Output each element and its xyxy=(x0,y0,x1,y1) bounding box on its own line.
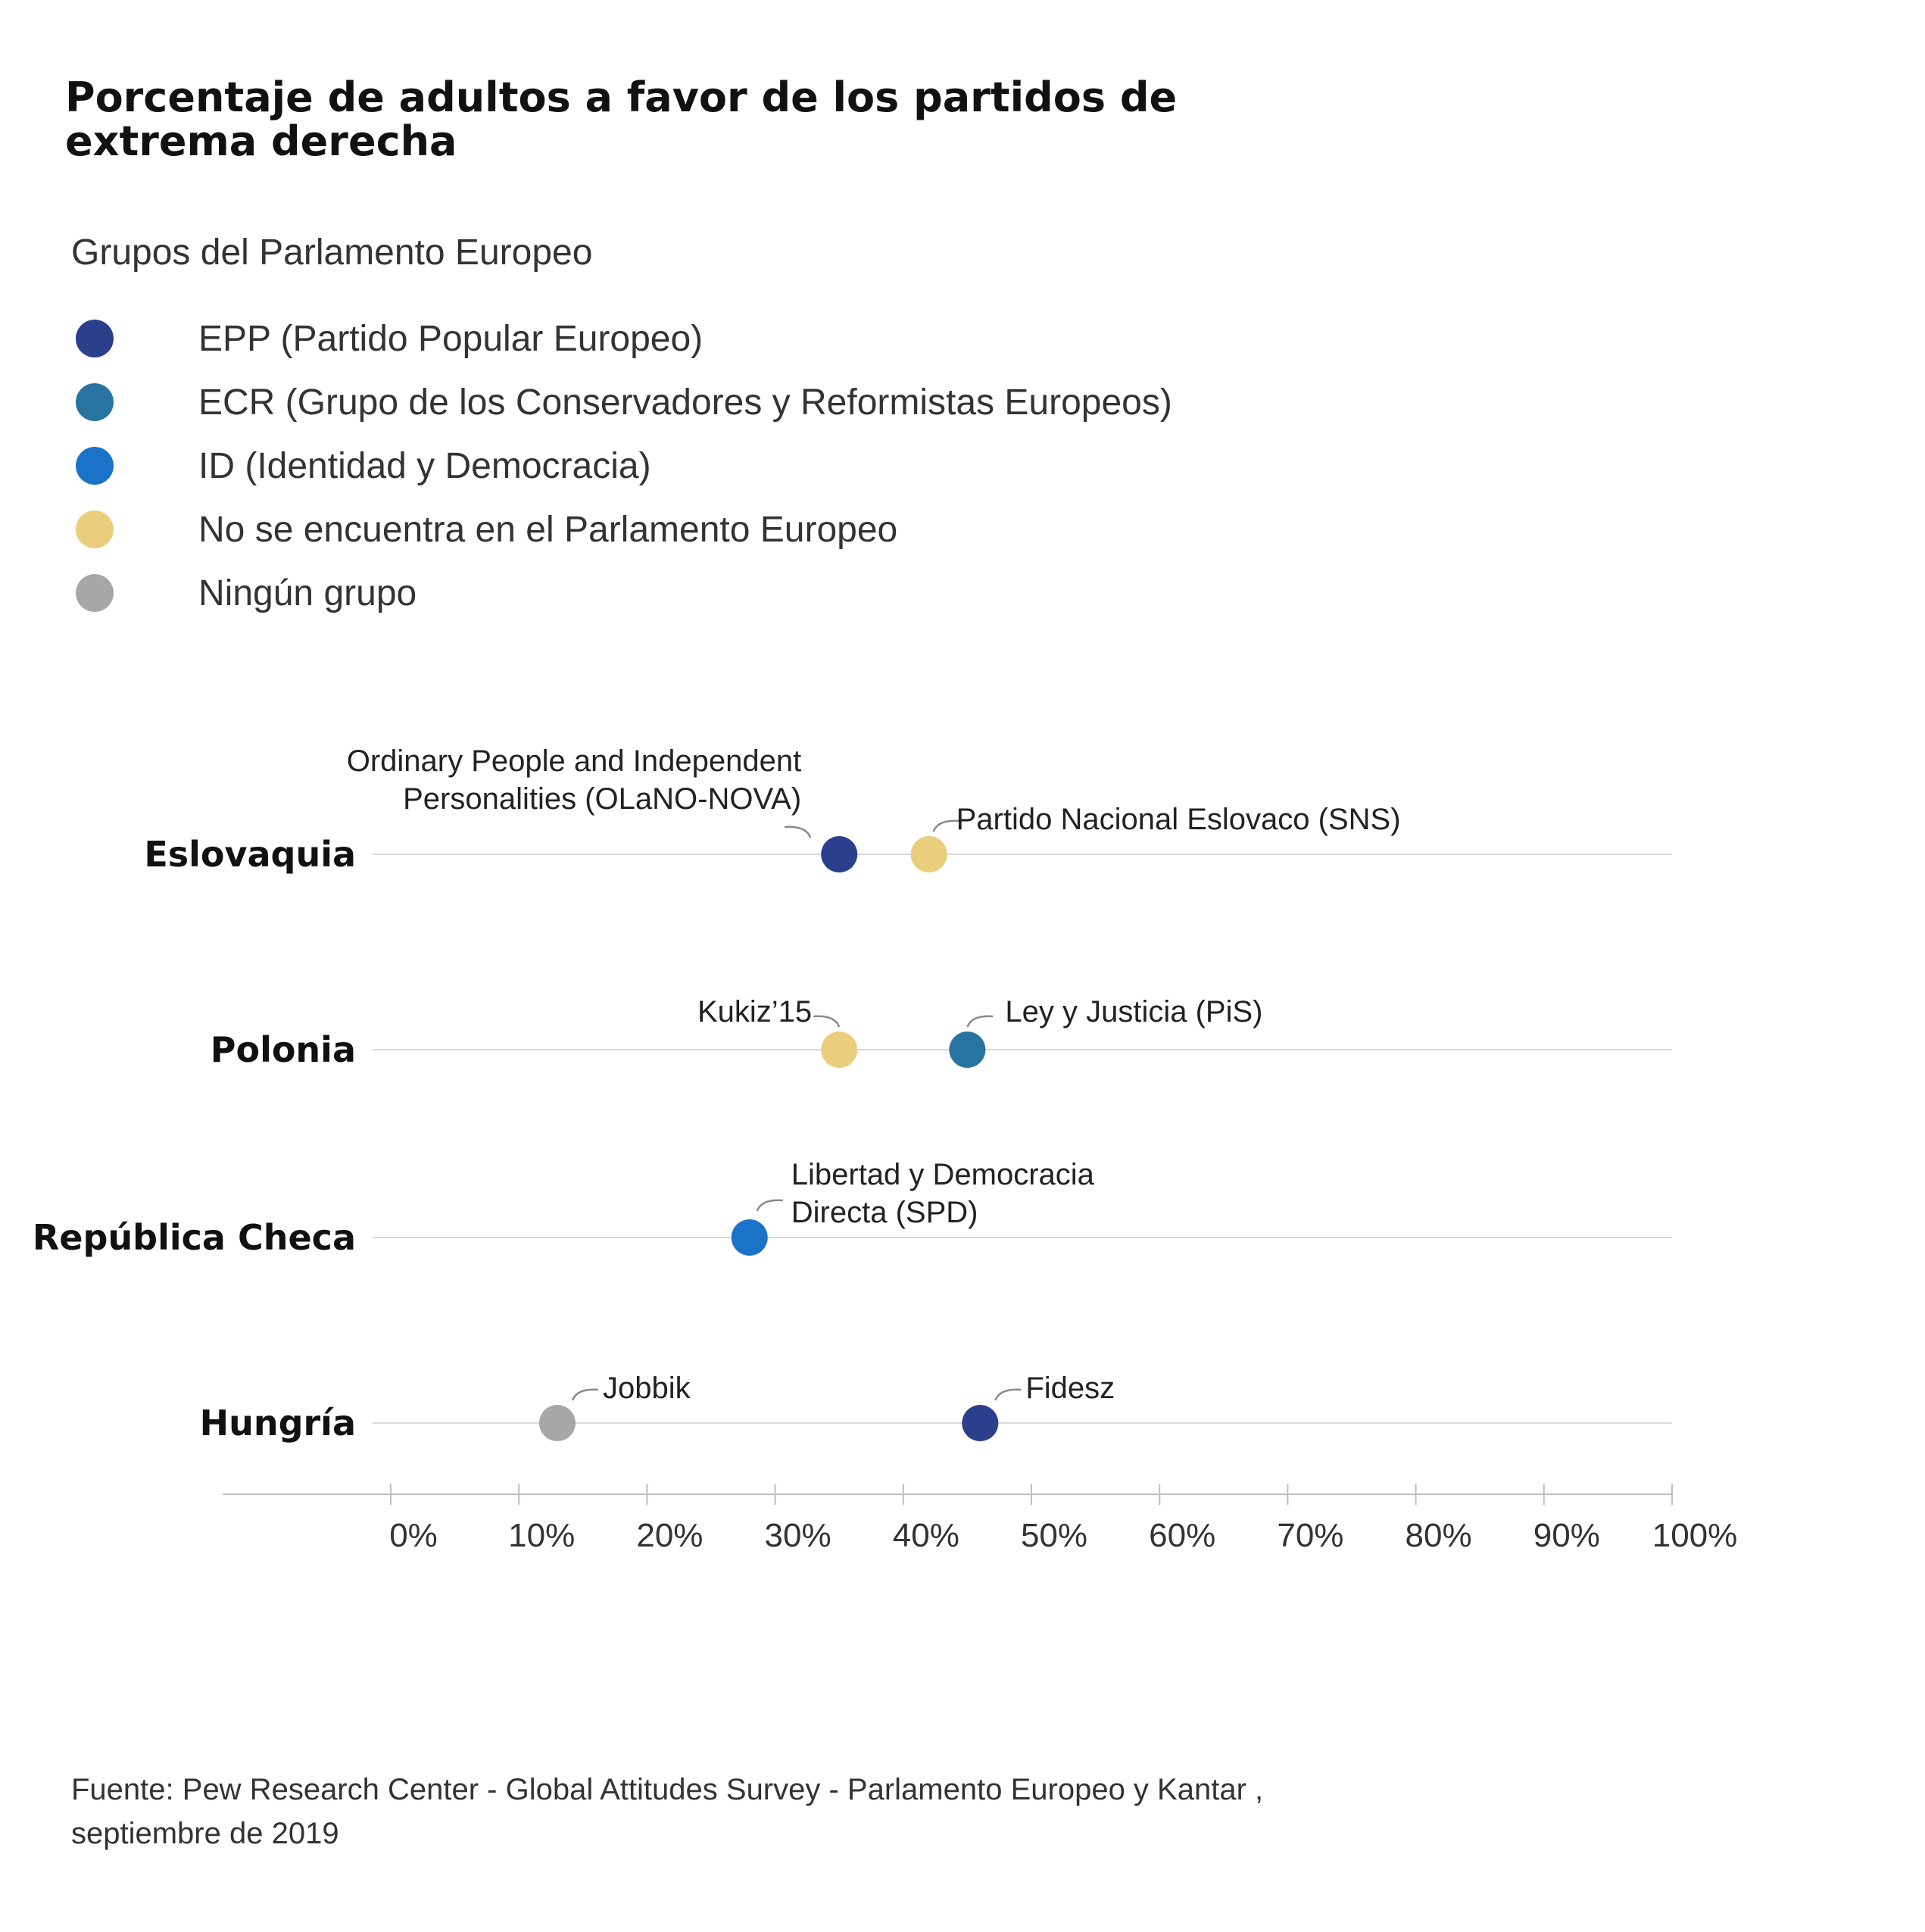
point-partido-nacional-eslovaco-sns xyxy=(910,836,947,872)
legend-item-ecr: ECR (Grupo de los Conservadores y Reform… xyxy=(76,370,1172,434)
legend-swatch-ecr xyxy=(76,383,114,421)
x-tick-label-5: 50% xyxy=(1021,1517,1087,1554)
annotation-arrow-ordinary-people-and-independent-personalities-olano-nova xyxy=(785,826,812,838)
row-label-hungria: Hungría xyxy=(200,1403,356,1444)
legend-item-not-in-parliament: No se encuentra en el Parlamento Europeo xyxy=(76,498,1172,561)
row-label-eslovaquia: Eslovaquia xyxy=(144,834,356,875)
legend-item-id: ID (Identidad y Democracia) xyxy=(76,434,1172,498)
annotation-arrow-ley-y-justicia-pis xyxy=(966,1015,994,1028)
x-tick-label-7: 70% xyxy=(1277,1517,1343,1554)
point-fidesz xyxy=(962,1405,999,1441)
legend-label-ecr: ECR (Grupo de los Conservadores y Reform… xyxy=(198,382,1172,423)
annotation-arrow-libertad-y-democracia-directa-spd xyxy=(756,1199,783,1212)
point-label-ley-y-justicia-pis: Ley y Justicia (PiS) xyxy=(1005,995,1262,1028)
point-label-libertad-y-democracia-directa-spd-line-2: Directa (SPD) xyxy=(791,1196,978,1229)
point-label-kukiz-15: Kukiz’15 xyxy=(697,995,812,1028)
source-line-1: Fuente: Pew Research Center - Global Att… xyxy=(71,1773,1264,1806)
point-label-ordinary-people-and-independent-personalities-olano-nova-line-2: Personalities (OLaNO-NOVA) xyxy=(403,782,801,816)
row-label-polonia: Polonia xyxy=(211,1029,356,1070)
x-tick-label-0: 0% xyxy=(389,1517,438,1554)
annotation-arrow-fidesz xyxy=(994,1388,1022,1401)
point-ley-y-justicia-pis xyxy=(949,1032,986,1068)
legend-item-epp: EPP (Partido Popular Europeo) xyxy=(76,307,1172,370)
x-tick-label-6: 60% xyxy=(1149,1517,1215,1554)
legend: EPP (Partido Popular Europeo) ECR (Grupo… xyxy=(76,307,1172,625)
legend-label-no-group: Ningún grupo xyxy=(198,573,417,613)
point-label-partido-nacional-eslovaco-sns: Partido Nacional Eslovaco (SNS) xyxy=(956,803,1401,836)
annotation-arrow-kukiz-15 xyxy=(813,1015,841,1028)
point-ordinary-people-and-independent-personalities-olano-nova xyxy=(821,836,858,872)
legend-title: Grupos del Parlamento Europeo xyxy=(71,233,593,273)
annotation-arrow-partido-nacional-eslovaco-sns xyxy=(932,819,959,832)
point-label-jobbik: Jobbik xyxy=(603,1372,691,1405)
legend-label-epp: EPP (Partido Popular Europeo) xyxy=(198,318,704,359)
source-note: Fuente: Pew Research Center - Global Att… xyxy=(71,1768,1510,1856)
point-label-fidesz: Fidesz xyxy=(1025,1372,1115,1405)
legend-swatch-id xyxy=(76,447,114,485)
annotation-arrow-jobbik xyxy=(571,1388,599,1401)
x-tick-label-4: 40% xyxy=(893,1517,959,1554)
point-libertad-y-democracia-directa-spd xyxy=(731,1219,768,1256)
point-label-libertad-y-democracia-directa-spd-line-1: Libertad y Democracia xyxy=(791,1158,1095,1191)
legend-item-no-group: Ningún grupo xyxy=(76,561,1172,625)
x-tick-label-10: 100% xyxy=(1652,1517,1738,1554)
x-tick-label-9: 90% xyxy=(1533,1517,1600,1554)
x-tick-label-2: 20% xyxy=(636,1517,703,1554)
row-label-republica-checa: República Checa xyxy=(33,1217,356,1258)
legend-swatch-no-group xyxy=(76,574,114,612)
legend-label-id: ID (Identidad y Democracia) xyxy=(198,445,651,486)
legend-swatch-epp xyxy=(76,320,114,357)
source-line-2: septiembre de 2019 xyxy=(71,1817,339,1850)
legend-swatch-not-in-parliament xyxy=(76,510,114,548)
point-jobbik xyxy=(538,1405,576,1441)
point-kukiz-15 xyxy=(821,1032,858,1068)
x-tick-label-8: 80% xyxy=(1406,1517,1472,1554)
chart-title: Porcentaje de adultos a favor de los par… xyxy=(65,73,1178,165)
x-tick-label-3: 30% xyxy=(765,1517,831,1554)
x-tick-label-1: 10% xyxy=(508,1517,575,1554)
legend-label-not-in-parliament: No se encuentra en el Parlamento Europeo xyxy=(198,509,898,550)
point-label-ordinary-people-and-independent-personalities-olano-nova-line-1: Ordinary People and Independent xyxy=(347,744,801,778)
